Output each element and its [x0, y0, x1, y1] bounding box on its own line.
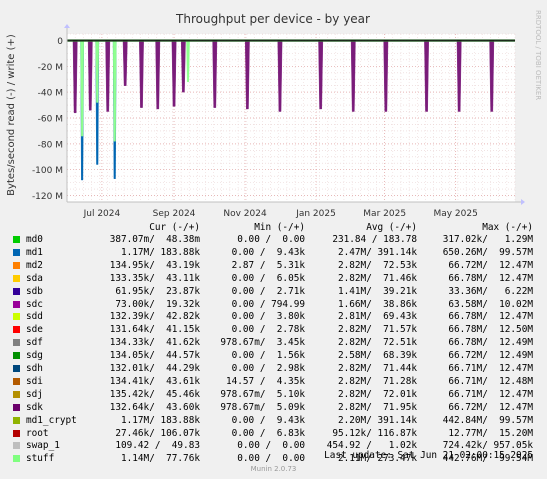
y-axis-label: Bytes/second read (-) / write (+)	[6, 34, 17, 196]
y-axis-arrow-icon	[64, 24, 70, 28]
x-tick-label: Jul 2024	[83, 209, 121, 219]
x-tick-label: Sep 2024	[153, 209, 196, 219]
x-tick-label: May 2025	[433, 209, 477, 219]
plot-area: 0 -20 M -40 M -60 M -80 M -100 M -120 M Jul 202…	[32, 24, 525, 219]
series-dip-stuff	[186, 40, 190, 83]
y-tick-label: -20 M	[38, 63, 63, 73]
series-dip-stuff	[112, 40, 117, 142]
y-tick-label: -120 M	[32, 192, 63, 202]
y-tick-label: -100 M	[32, 166, 63, 176]
rrdtool-watermark: RRDTOOL / TOBI OETIKER	[534, 10, 542, 100]
plot-background	[67, 34, 515, 202]
y-tick-label: 0	[57, 37, 63, 47]
chart-title: Throughput per device - by year	[175, 12, 370, 26]
series-dip-stuff	[95, 40, 100, 103]
y-tick-label: -60 M	[38, 115, 63, 125]
x-axis-arrow-icon	[521, 199, 525, 205]
series-dip-stuff	[80, 40, 84, 137]
y-tick-label: -80 M	[38, 140, 63, 150]
x-tick-label: Mar 2025	[363, 209, 406, 219]
y-tick-label: -40 M	[38, 89, 63, 99]
x-tick-label: Jan 2025	[295, 209, 336, 219]
x-tick-label: Nov 2024	[223, 209, 267, 219]
